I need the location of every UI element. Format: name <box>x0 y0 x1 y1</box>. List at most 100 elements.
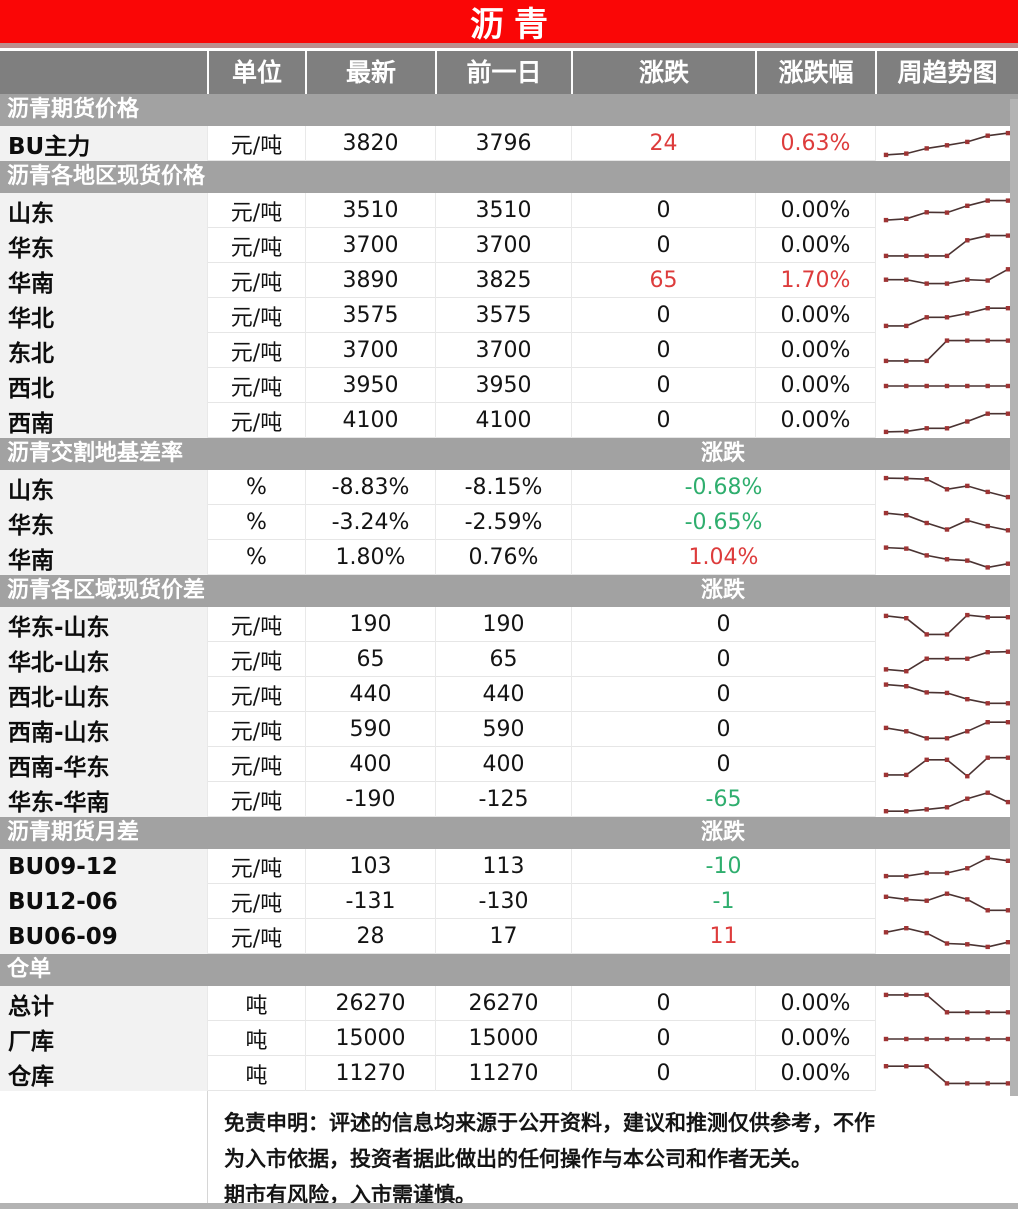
trend-sparkline-chart <box>883 649 1011 673</box>
sparkline-marker <box>944 757 950 762</box>
table-row: 华南 元/吨 3890 3825 65 1.70% <box>0 263 1018 298</box>
sparkline-cell <box>875 228 1018 263</box>
change-value-cell: -65 <box>571 782 875 817</box>
latest-value-cell: 3820 <box>305 126 435 161</box>
column-header-empty <box>0 51 207 94</box>
section-title: 沥青交割地基差率 <box>7 441 184 466</box>
previous-day-cell: -125 <box>435 782 571 817</box>
sparkline-marker <box>985 411 990 416</box>
latest-value-cell: 3700 <box>305 333 435 368</box>
change-percent-cell: 0.00% <box>755 986 875 1021</box>
sparkline-marker <box>904 150 909 156</box>
sparkline-marker <box>904 896 909 902</box>
trend-sparkline-chart <box>883 612 1011 637</box>
sparkline-marker <box>1005 266 1011 271</box>
sparkline-cell <box>875 505 1018 540</box>
sparkline-marker <box>965 277 970 282</box>
change-value-cell: 0 <box>571 193 755 228</box>
sparkline-marker <box>965 1009 970 1014</box>
sparkline-marker <box>944 656 950 661</box>
change-value-cell: 24 <box>571 126 755 161</box>
sparkline-marker <box>985 305 990 310</box>
change-value-cell: 0 <box>571 403 755 438</box>
sparkline-marker <box>924 898 929 903</box>
trend-sparkline-chart <box>883 755 1011 778</box>
sparkline-marker <box>924 425 929 430</box>
change-value-cell: 65 <box>571 263 755 298</box>
change-percent-cell: 0.00% <box>755 1021 875 1056</box>
row-label: 华东 <box>0 228 207 263</box>
previous-day-cell: -130 <box>435 884 571 919</box>
sparkline-marker <box>924 253 929 258</box>
change-value-cell: 0 <box>571 1056 755 1091</box>
change-percent-cell: 1.70% <box>755 263 875 298</box>
sparkline-cell <box>875 782 1018 817</box>
sparkline-marker <box>985 649 990 654</box>
previous-day-cell: 440 <box>435 677 571 712</box>
sparkline-marker <box>944 556 950 561</box>
latest-value-cell: 15000 <box>305 1021 435 1056</box>
sparkline-marker <box>944 891 950 896</box>
sparkline-marker <box>944 940 950 946</box>
column-header-2: 最新 <box>305 51 435 94</box>
sparkline-cell <box>875 126 1018 161</box>
table-row: 华东-华南 元/吨 -190 -125 -65 <box>0 782 1018 817</box>
sparkline-marker <box>1005 305 1011 310</box>
sparkline-marker <box>985 489 990 494</box>
trend-sparkline-chart <box>883 719 1011 740</box>
unit-cell: 元/吨 <box>207 849 305 884</box>
sparkline-marker <box>924 358 929 363</box>
sparkline-marker <box>883 544 889 550</box>
sparkline-marker <box>924 992 929 997</box>
change-percent-cell: 0.00% <box>755 403 875 438</box>
sparkline-cell <box>875 470 1018 505</box>
sparkline-marker <box>904 512 909 517</box>
table-row: 厂库吨 15000 15000 0 0.00% <box>0 1021 1018 1056</box>
previous-day-cell: 3950 <box>435 368 571 403</box>
table-row: BU12-06 元/吨 -131 -130 -1 <box>0 884 1018 919</box>
change-percent-cell: 0.00% <box>755 333 875 368</box>
sparkline-marker <box>1005 561 1011 566</box>
row-label: 厂库 <box>0 1021 207 1056</box>
sparkline-marker <box>904 873 909 878</box>
column-header-1: 单位 <box>207 51 305 94</box>
change-value-cell: 0 <box>571 298 755 333</box>
sparkline-marker <box>985 337 990 343</box>
row-label: 华南 <box>0 263 207 298</box>
previous-day-cell: 11270 <box>435 1056 571 1091</box>
sparkline-marker <box>883 894 889 899</box>
sparkline-marker <box>985 719 990 724</box>
table-row: 总计吨 26270 26270 0 0.00% <box>0 986 1018 1021</box>
section-header-band: 沥青交割地基差率 涨跌 <box>0 438 1018 470</box>
section-header-band: 沥青期货价格 <box>0 94 1018 126</box>
sparkline-marker <box>924 631 929 637</box>
sparkline-marker <box>965 656 970 661</box>
sparkline-marker <box>883 725 889 730</box>
sparkline-cell <box>875 642 1018 677</box>
sparkline-marker <box>944 1080 950 1086</box>
sparkline-marker <box>1005 1009 1011 1014</box>
section-title: 沥青各地区现货价格 <box>7 164 206 189</box>
sparkline-marker <box>985 855 990 860</box>
sparkline-cell <box>875 368 1018 403</box>
sparkline-marker <box>944 253 950 258</box>
sparkline-marker <box>965 557 970 563</box>
change-value-cell: -0.65% <box>571 505 875 540</box>
latest-value-cell: 3575 <box>305 298 435 333</box>
sparkline-marker <box>985 232 990 238</box>
latest-value-cell: 28 <box>305 919 435 954</box>
table-row: 仓库吨 11270 11270 0 0.00% <box>0 1056 1018 1091</box>
change-value-cell: 11 <box>571 919 875 954</box>
trend-sparkline-chart <box>883 337 1011 363</box>
sparkline-marker <box>944 526 950 532</box>
sparkline-marker <box>883 666 889 672</box>
previous-day-cell: 3510 <box>435 193 571 228</box>
sparkline-marker <box>924 689 929 695</box>
sparkline-marker <box>985 1036 990 1041</box>
sparkline-marker <box>904 615 909 620</box>
trend-sparkline-chart <box>883 1036 1011 1041</box>
table-row: BU主力 元/吨 3820 3796 24 0.63% <box>0 126 1018 161</box>
previous-day-cell: -2.59% <box>435 505 571 540</box>
trend-sparkline-chart <box>883 681 1011 705</box>
unit-cell: 吨 <box>207 1021 305 1056</box>
